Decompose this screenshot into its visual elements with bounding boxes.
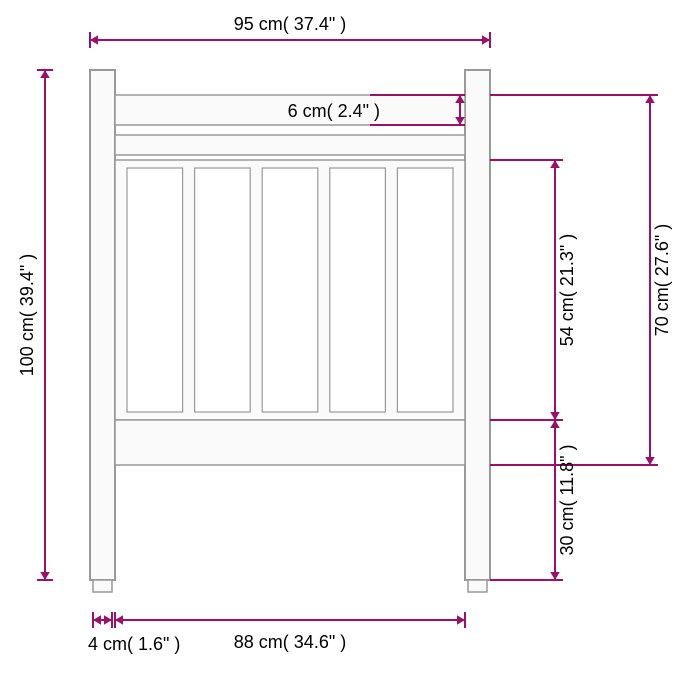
dim-top-width: 95 cm( 37.4" ): [234, 14, 346, 34]
product-drawing: [90, 70, 490, 592]
dim-right-54: 54 cm( 21.3" ): [557, 234, 577, 346]
dim-depth: 4 cm( 1.6" ): [88, 634, 180, 654]
dim-bottom-width: 88 cm( 34.6" ): [234, 632, 346, 652]
dim-right-30: 30 cm( 11.8" ): [557, 444, 577, 555]
dim-rail-height: 6 cm( 2.4" ): [288, 101, 380, 121]
dim-right-70: 70 cm( 27.6" ): [652, 224, 672, 336]
dim-left-height: 100 cm( 39.4" ): [17, 254, 37, 376]
